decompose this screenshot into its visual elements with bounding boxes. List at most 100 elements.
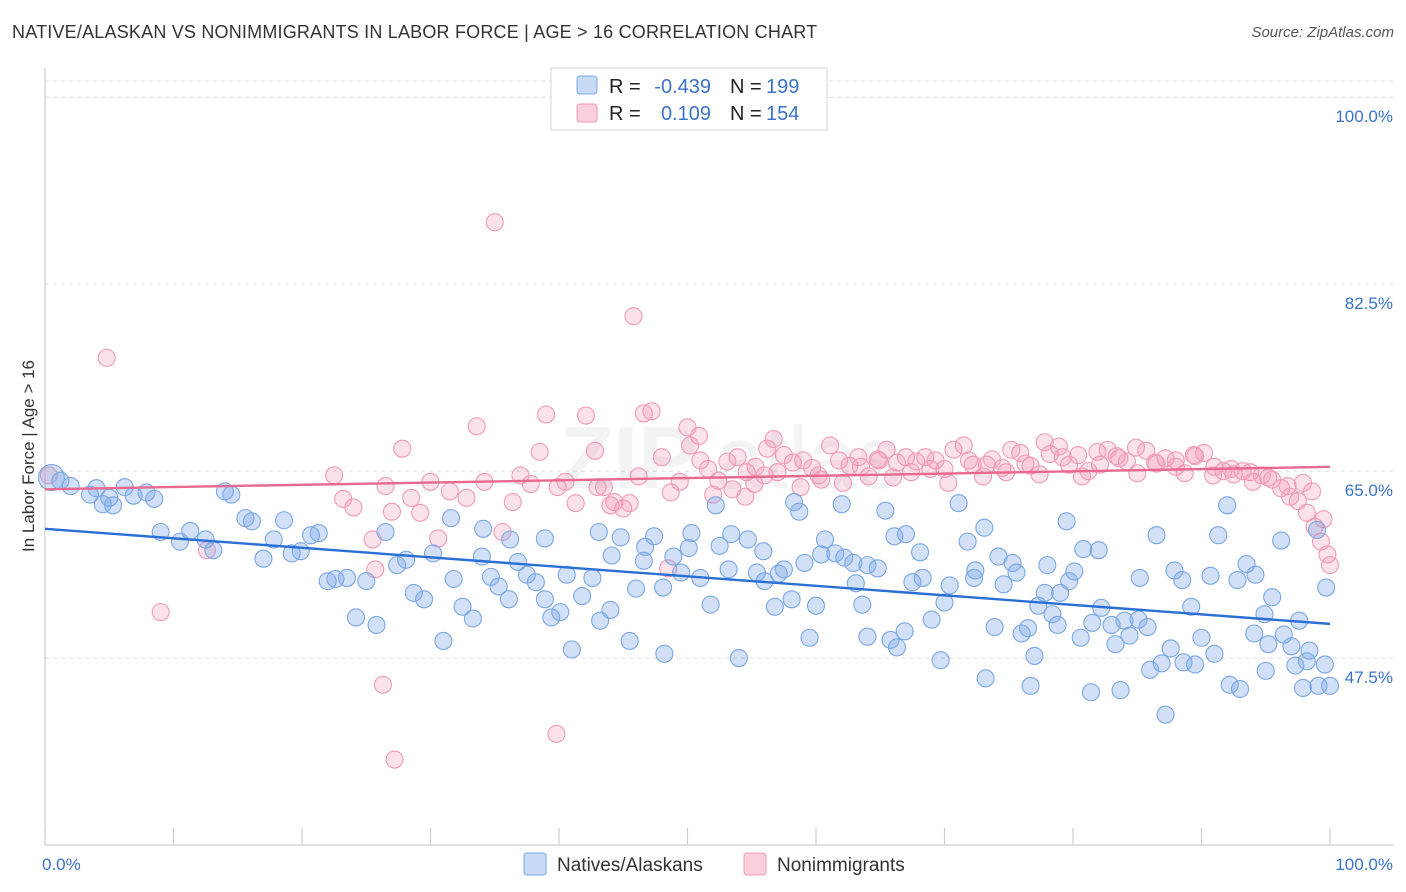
native-point [242, 512, 261, 531]
native-point [1025, 646, 1044, 665]
nonimmigrants-trend-line [44, 465, 1331, 491]
native-point [602, 546, 621, 565]
native-point [346, 608, 366, 627]
native-point [1201, 566, 1220, 585]
native-point [562, 640, 581, 659]
native-point [785, 493, 804, 512]
top-legend: R = -0.439 N = 199 R = 0.109 N = 154 [550, 67, 828, 131]
native-point [1263, 588, 1282, 607]
native-point [1083, 613, 1102, 632]
native-point [264, 530, 283, 549]
nonimmigrant-point [325, 466, 344, 485]
native-point [922, 610, 941, 629]
native-point [835, 548, 854, 567]
bottom-legend: Natives/Alaskans Nonimmigrants [523, 852, 905, 876]
nonimmigrant-point [503, 493, 522, 512]
native-point [415, 590, 434, 609]
nonimmigrant-point [768, 463, 787, 482]
nonimmigrant-point [959, 451, 978, 470]
native-point [1065, 562, 1084, 581]
nonimmigrant-point [1053, 448, 1072, 467]
native-point [1021, 676, 1040, 695]
nonimmigrant-point [382, 502, 402, 521]
nonimmigrant-point [704, 485, 723, 504]
native-point [1300, 641, 1319, 660]
native-point [274, 511, 294, 530]
nonimmigrant-point [1049, 437, 1068, 456]
native-point [542, 608, 561, 627]
native-point [474, 519, 493, 538]
nonimmigrant-point [745, 474, 764, 493]
native-point [949, 494, 968, 513]
nonimmigrant-point [376, 477, 395, 496]
native-point [145, 489, 164, 508]
nonimmigrant-point [794, 451, 813, 470]
native-point [966, 561, 985, 580]
native-point [1308, 520, 1327, 539]
native-point [1043, 605, 1062, 624]
native-point [754, 542, 773, 561]
y-tick-label: 65.0% [1345, 481, 1393, 500]
nonimmigrant-point [402, 488, 421, 507]
nonimmigrant-point [791, 478, 810, 497]
native-point [442, 509, 461, 528]
native-point [357, 572, 376, 591]
nonimmigrant-point [556, 472, 575, 491]
chart-source: Source: ZipAtlas.com [1251, 24, 1394, 41]
nonimmigrant-point [537, 405, 556, 424]
nonimmigrant-point [385, 750, 404, 769]
native-point [1256, 661, 1275, 680]
nonimmigrant-point [670, 472, 689, 491]
native-point [885, 527, 904, 546]
native-point [1286, 656, 1305, 675]
native-point [800, 628, 819, 647]
nonimmigrant-point [758, 439, 777, 458]
nonimmigrant-point [1314, 510, 1333, 529]
native-point [965, 568, 984, 587]
native-point [1182, 597, 1201, 616]
native-point [309, 524, 328, 543]
native-point [887, 638, 907, 657]
nonimmigrants-points [39, 213, 1340, 769]
nonimmigrant-point [884, 468, 903, 487]
native-point [104, 496, 123, 515]
nonimmigrant-point [1297, 503, 1316, 522]
native-point [526, 573, 545, 592]
natives-trend-line [44, 527, 1331, 626]
nonimmigrant-point [718, 452, 737, 471]
native-point [517, 565, 536, 584]
native-point [1138, 618, 1157, 637]
nonimmigrant-point [1011, 443, 1030, 463]
native-point [1317, 578, 1336, 597]
native-point [376, 522, 395, 542]
native-point [620, 631, 639, 651]
native-point [80, 485, 100, 504]
native-point [611, 528, 630, 547]
native-point [1141, 660, 1160, 679]
nonimmigrant-point [1030, 465, 1049, 484]
nonimmigrant-point [585, 441, 605, 460]
nonimmigrant-point [1320, 556, 1340, 575]
native-point [881, 630, 900, 649]
nonimmigrant-point [1302, 482, 1322, 501]
native-point [815, 530, 835, 549]
native-point [1192, 628, 1211, 647]
nonimmigrant-point [521, 474, 540, 493]
nonimmigrant-point [485, 213, 504, 232]
nonimmigrant-point [1166, 457, 1185, 476]
legend-n-value-2: 154 [766, 103, 799, 125]
native-point [1106, 635, 1125, 654]
native-point [876, 501, 895, 520]
nonimmigrant-point [576, 406, 596, 425]
nonimmigrant-point [393, 439, 412, 458]
native-point [1156, 705, 1175, 724]
native-point [896, 525, 916, 544]
native-point [1259, 635, 1278, 654]
bottom-legend-blue-label: Natives/Alaskans [557, 855, 703, 876]
native-point [61, 477, 80, 496]
nonimmigrant-point [736, 487, 755, 506]
natives-points [37, 463, 1340, 724]
native-point [1186, 655, 1205, 674]
nonimmigrant-point [691, 451, 710, 470]
